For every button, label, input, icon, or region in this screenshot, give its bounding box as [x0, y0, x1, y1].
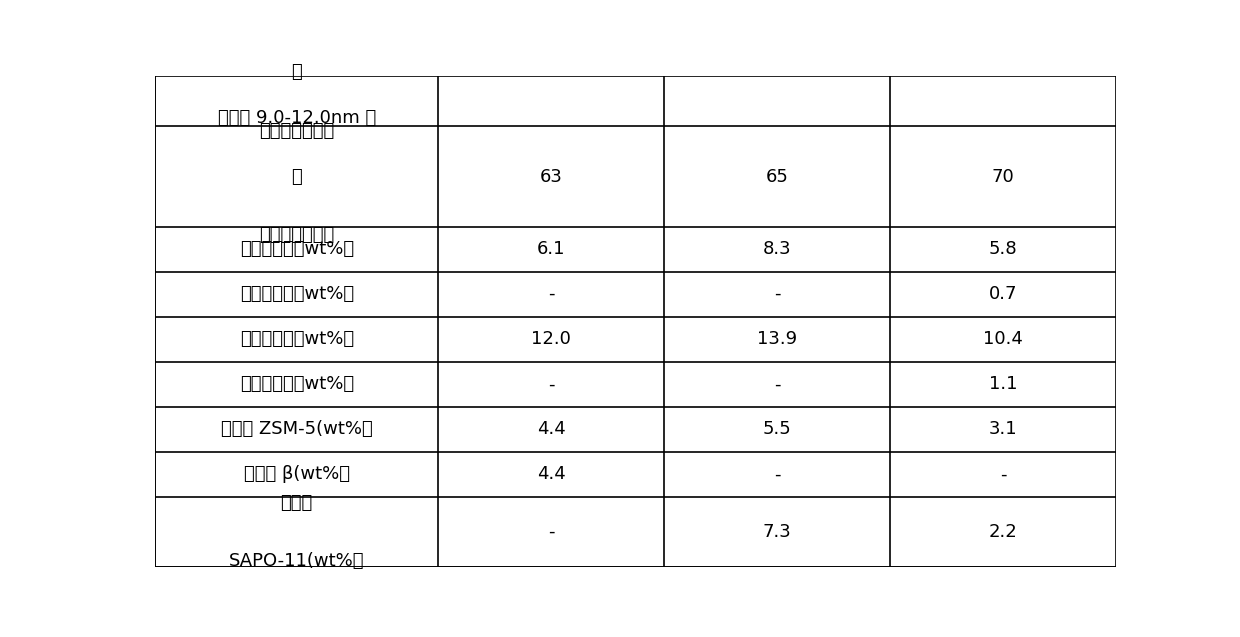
Text: 10.4: 10.4: [983, 330, 1023, 348]
Text: 分子筛

SAPO-11(wt%）: 分子筛 SAPO-11(wt%）: [229, 494, 365, 570]
Text: 12.0: 12.0: [532, 330, 572, 348]
Text: 分子筛 β(wt%）: 分子筛 β(wt%）: [244, 466, 350, 483]
Text: 63: 63: [539, 168, 563, 185]
Text: 70: 70: [992, 168, 1014, 185]
Text: 4.4: 4.4: [537, 420, 565, 438]
Text: 5.5: 5.5: [763, 420, 791, 438]
Text: 分子筛 ZSM-5(wt%）: 分子筛 ZSM-5(wt%）: [221, 420, 373, 438]
Text: -: -: [774, 375, 780, 393]
Text: 8.3: 8.3: [763, 240, 791, 258]
Text: 4.4: 4.4: [537, 466, 565, 483]
Text: 孔径在 9.0-12.0nm 的

孔

占总孔容的比例: 孔径在 9.0-12.0nm 的 孔 占总孔容的比例: [218, 109, 376, 244]
Text: 1.1: 1.1: [988, 375, 1017, 393]
Text: 氧化钨含量（wt%）: 氧化钨含量（wt%）: [239, 285, 353, 303]
Text: -: -: [774, 285, 780, 303]
Text: -: -: [548, 375, 554, 393]
Text: 13.9: 13.9: [758, 330, 797, 348]
Text: -: -: [774, 466, 780, 483]
Text: 2.2: 2.2: [988, 523, 1018, 541]
Text: -: -: [548, 523, 554, 541]
Text: 65: 65: [766, 168, 789, 185]
Text: 0.7: 0.7: [988, 285, 1017, 303]
Text: 氧化镍含量（wt%）: 氧化镍含量（wt%）: [239, 330, 353, 348]
Text: 氧化钼含量（wt%）: 氧化钼含量（wt%）: [239, 240, 353, 258]
Text: 5.8: 5.8: [988, 240, 1017, 258]
Text: 氧化钴含量（wt%）: 氧化钴含量（wt%）: [239, 375, 353, 393]
Text: -: -: [548, 285, 554, 303]
Text: 3.1: 3.1: [988, 420, 1017, 438]
Text: -: -: [999, 466, 1007, 483]
Text: 7.3: 7.3: [763, 523, 791, 541]
Text: 6.1: 6.1: [537, 240, 565, 258]
Text: 孔

占总孔容的比例: 孔 占总孔容的比例: [259, 63, 335, 140]
